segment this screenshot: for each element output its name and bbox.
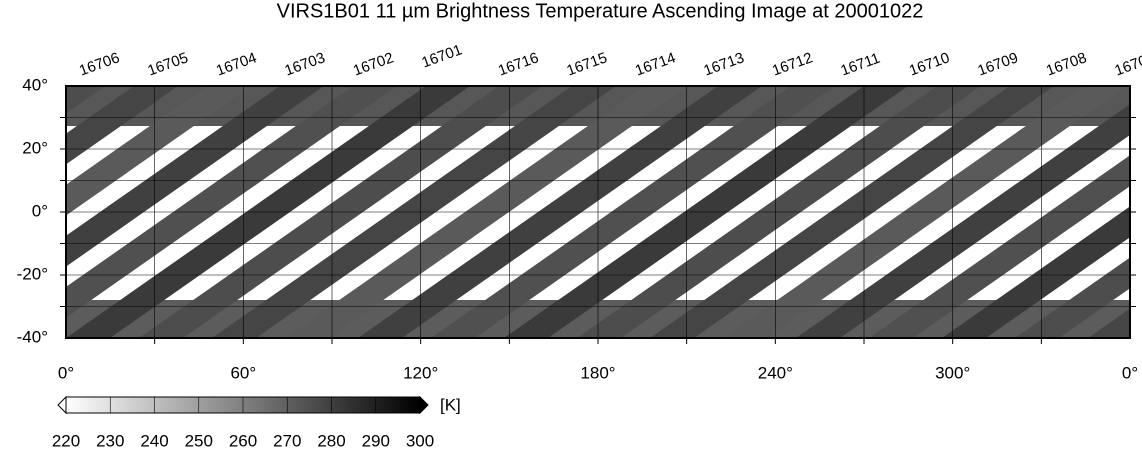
lat-label: 40° xyxy=(22,75,48,94)
colorbar-tick-label: 260 xyxy=(229,431,257,450)
colorbar-unit: [K] xyxy=(440,395,461,414)
lat-label: 20° xyxy=(22,138,48,157)
swath xyxy=(1015,257,1130,338)
orbit-label: 16715 xyxy=(564,49,609,79)
colorbar-tick-label: 300 xyxy=(406,431,434,450)
orbit-label: 16709 xyxy=(975,49,1020,79)
swath xyxy=(66,86,251,216)
colorbar-tick-label: 290 xyxy=(362,431,390,450)
colorbar-high-arrow xyxy=(419,395,429,415)
colorbar-low-arrow xyxy=(57,395,67,415)
swath xyxy=(66,86,397,318)
orbit-label: 16711 xyxy=(838,50,882,80)
swath xyxy=(66,86,324,267)
orbit-label: 16712 xyxy=(770,49,815,79)
lon-label: 60° xyxy=(230,363,256,382)
lat-label: -20° xyxy=(17,264,48,283)
swath xyxy=(796,104,1130,338)
orbit-label: 16713 xyxy=(701,49,746,79)
orbit-label: 16706 xyxy=(77,49,122,79)
lon-label: 120° xyxy=(403,363,438,382)
frame xyxy=(65,85,1131,339)
lat-label: 0° xyxy=(32,201,48,220)
swath xyxy=(66,86,178,165)
swath xyxy=(66,86,105,114)
colorbar-tick-label: 230 xyxy=(96,431,124,450)
grid xyxy=(60,86,1136,344)
colorbar-tick-label: 280 xyxy=(317,431,345,450)
colorbar-tick-label: 220 xyxy=(52,431,80,450)
swath xyxy=(869,155,1130,338)
swath xyxy=(1088,308,1130,338)
orbit-label: 16705 xyxy=(145,49,190,79)
swath xyxy=(942,206,1130,338)
lat-label: -40° xyxy=(17,327,48,346)
lon-label: 180° xyxy=(580,363,615,382)
orbit-label: 16704 xyxy=(214,49,259,79)
lon-label: 240° xyxy=(758,363,793,382)
orbit-label: 16716 xyxy=(496,49,541,79)
orbit-label: 16714 xyxy=(633,49,678,79)
orbit-label: 16701 xyxy=(419,41,464,71)
lon-label: 300° xyxy=(935,363,970,382)
orbit-label: 16708 xyxy=(1044,49,1089,79)
map-title: VIRS1B01 11 µm Brightness Temperature As… xyxy=(277,0,924,22)
orbit-label: 16707 xyxy=(1112,49,1142,79)
lon-label: 0° xyxy=(1122,363,1138,382)
colorbar-tick-label: 270 xyxy=(273,431,301,450)
colorbar-tick-label: 250 xyxy=(185,431,213,450)
orbit-label: 16702 xyxy=(351,49,396,79)
orbit-label: 16710 xyxy=(907,49,952,79)
swath xyxy=(0,86,32,338)
orbit-label: 16703 xyxy=(282,49,327,79)
lon-label: 0° xyxy=(58,363,74,382)
colorbar-tick-label: 240 xyxy=(140,431,168,450)
